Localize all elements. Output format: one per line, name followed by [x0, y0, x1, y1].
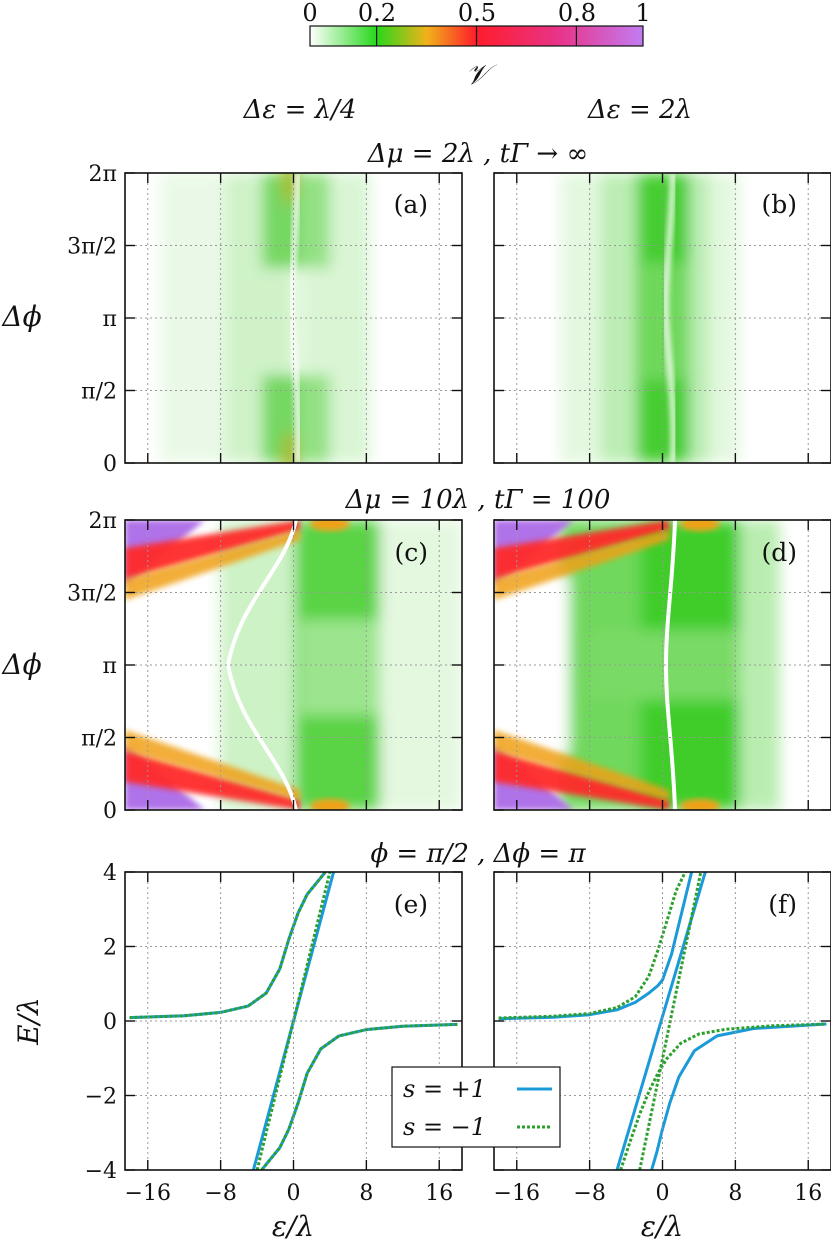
panel-letter-a: (a)	[394, 190, 428, 219]
axes-d	[493, 519, 831, 811]
y-tick-label-a-1: 3π/2	[67, 235, 117, 260]
y-tick-label-e-2: 0	[103, 1010, 117, 1035]
axes-c: 2π 3π/2 π π/2 0	[67, 509, 463, 824]
y-axis-label-middle: Δϕ	[1, 648, 41, 681]
colorbar-tick-1: 0.2	[358, 0, 396, 27]
x-tick-label-e-4: 16	[425, 1181, 453, 1206]
series-line-e-plus-0	[129, 872, 327, 1020]
column-title-right: Δε = 2λ	[587, 95, 692, 125]
series-line-e-plus-1	[260, 1022, 458, 1170]
y-tick-label-c-4: 0	[103, 799, 117, 824]
series-line-f-minus-1	[619, 1022, 827, 1170]
x-tick-label-e-2: 0	[287, 1181, 301, 1206]
colorbar-ticks	[376, 26, 578, 46]
legend-label-minus: s = −1	[403, 1113, 486, 1141]
series-line-f-plus-1	[650, 1022, 827, 1170]
y-axis-label-top: Δϕ	[1, 300, 41, 333]
y-tick-label-c-0: 2π	[89, 509, 117, 534]
panel-letter-f: (f)	[768, 890, 797, 919]
legend-label-plus: s = +1	[403, 1075, 486, 1103]
x-tick-label-f-3: 8	[728, 1181, 742, 1206]
row-title-2: Δμ = 10λ , tΓ = 100	[345, 485, 611, 515]
colorbar: 0 0.2 0.5 0.8 1 𝒱	[302, 0, 650, 91]
x-tick-label-f-2: 0	[656, 1181, 670, 1206]
y-tick-label-e-0: 4	[103, 861, 117, 886]
x-tick-label-e-1: −8	[204, 1181, 236, 1206]
series-line-e-plus-2	[251, 872, 336, 1170]
row-title-1: Δμ = 2λ , tΓ → ∞	[367, 139, 588, 169]
y-tick-label-a-4: 0	[103, 452, 117, 477]
x-tick-label-f-1: −8	[573, 1181, 605, 1206]
column-title-left: Δε = λ/4	[243, 95, 357, 125]
row-title-3: ϕ = π/2 , Δϕ = π	[370, 839, 586, 869]
panel-letter-c: (c)	[394, 538, 428, 567]
y-tick-label-c-1: 3π/2	[67, 582, 117, 607]
legend: s = +1 s = −1	[391, 1066, 561, 1148]
y-tick-label-c-2: π	[103, 654, 117, 679]
y-axis-label-bottom: E/λ	[12, 997, 45, 1046]
y-tick-label-a-0: 2π	[89, 162, 117, 187]
series-line-f-plus-0	[498, 872, 694, 1021]
colorbar-tick-0: 0	[302, 0, 317, 27]
x-tick-label-e-0: −16	[125, 1181, 171, 1206]
panel-letter-e: (e)	[394, 890, 428, 919]
x-tick-label-f-4: 16	[794, 1181, 822, 1206]
y-tick-label-e-3: −2	[85, 1085, 117, 1110]
series-line-f-plus-2	[615, 872, 707, 1170]
colorbar-tick-2: 0.5	[458, 0, 496, 27]
panel-letter-d: (d)	[761, 538, 797, 567]
y-tick-label-e-4: −4	[85, 1159, 117, 1184]
axes-a: 2π 3π/2 π π/2 0	[67, 162, 463, 477]
panel-letter-b: (b)	[761, 190, 797, 219]
x-axis-label-left: ε/λ	[272, 1210, 314, 1243]
y-tick-label-e-1: 2	[103, 936, 117, 961]
y-tick-label-c-3: π/2	[81, 727, 117, 752]
series-line-e-minus-2	[255, 872, 332, 1170]
colorbar-tick-3: 0.8	[558, 0, 596, 27]
x-axis-label-right: ε/λ	[641, 1210, 683, 1243]
x-tick-label-e-3: 8	[359, 1181, 373, 1206]
y-tick-label-a-2: π	[103, 307, 117, 332]
axes-b	[493, 172, 831, 464]
y-tick-label-a-3: π/2	[81, 380, 117, 405]
x-tick-label-f-0: −16	[494, 1181, 540, 1206]
axes-e: −16 −8 0 8 16 4 2 0 −2 −4	[85, 861, 463, 1206]
colorbar-label: 𝒱	[465, 58, 497, 91]
series-line-f-minus-0	[498, 872, 687, 1020]
colorbar-tick-4: 1	[635, 0, 650, 27]
